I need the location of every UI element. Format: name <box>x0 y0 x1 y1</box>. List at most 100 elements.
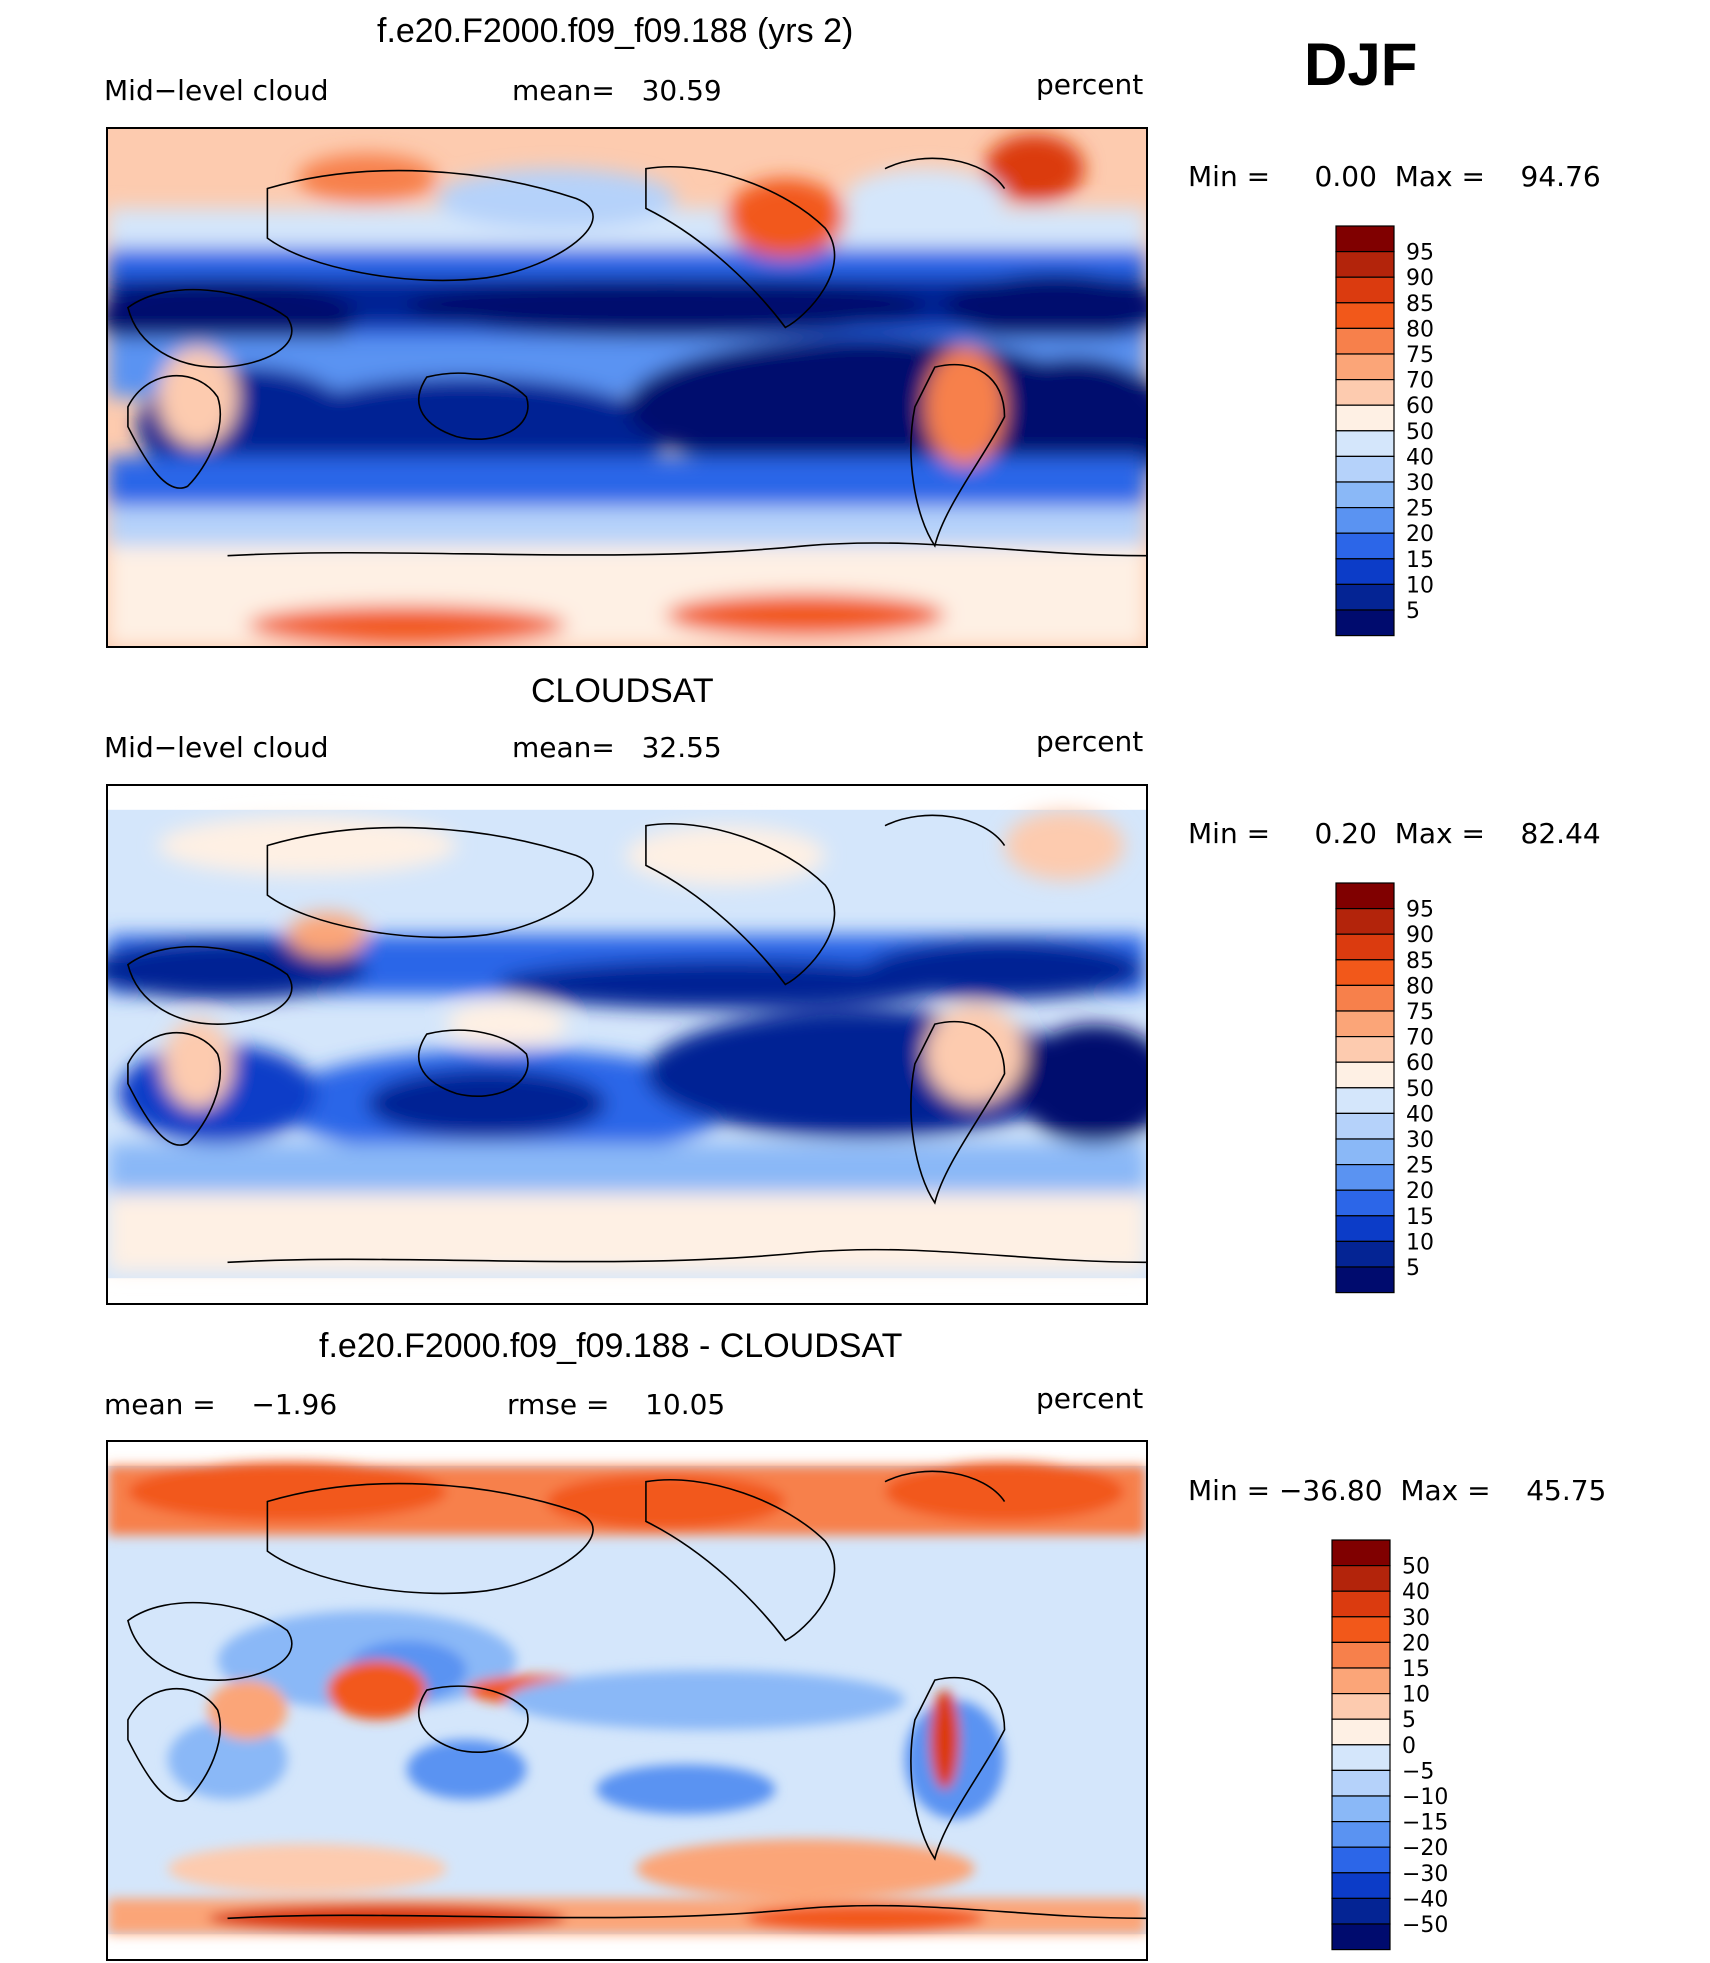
colorbar-tick-label: −15 <box>1402 1811 1448 1836</box>
colorbar-tick-label: 5 <box>1406 599 1420 624</box>
colorbar-tick-label: 95 <box>1406 241 1434 266</box>
panel-2-colorbar: 95 90 85 80 75 70 60 50 40 30 25 20 15 10 5 <box>1335 882 1456 1299</box>
colorbar-box <box>1335 251 1395 278</box>
colorbar-box <box>1331 1872 1391 1899</box>
colorbar-tick-label: 90 <box>1406 923 1434 948</box>
colorbar-tick-label: 20 <box>1402 1631 1430 1656</box>
panel-3-map <box>106 1440 1148 1961</box>
panel-2-map <box>106 784 1148 1305</box>
panel-1-colorbar: 95 90 85 80 75 70 60 50 40 30 25 20 15 10 5 <box>1335 225 1456 642</box>
colorbar-tick-label: 25 <box>1406 497 1434 522</box>
colorbar-tick-label: 10 <box>1402 1683 1430 1708</box>
colorbar-tick-label: 60 <box>1406 1051 1434 1076</box>
colorbar-box <box>1331 1821 1391 1848</box>
colorbar-tick-label: 15 <box>1406 548 1434 573</box>
colorbar-tick-label: 25 <box>1406 1154 1434 1179</box>
colorbar-box <box>1335 1240 1395 1268</box>
colorbar-tick-label: −20 <box>1402 1836 1448 1861</box>
panel-2-minmax-label: Min = 0.20 Max = 82.44 <box>1188 817 1601 850</box>
colorbar-box <box>1331 1565 1391 1592</box>
colorbar-box <box>1335 353 1395 381</box>
colorbar-box <box>1335 430 1395 458</box>
colorbar-box <box>1335 1189 1395 1217</box>
colorbar-box <box>1335 984 1395 1012</box>
colorbar-tick-label: 5 <box>1402 1708 1416 1733</box>
colorbar-box <box>1335 583 1395 611</box>
colorbar-box <box>1335 609 1395 637</box>
colorbar-box <box>1335 1087 1395 1115</box>
season-label: DJF <box>1304 31 1418 98</box>
colorbar-box <box>1331 1923 1391 1951</box>
colorbar-tick-label: 75 <box>1406 343 1434 368</box>
colorbar-tick-label: 80 <box>1406 317 1434 342</box>
panel-2-variable-label: Mid−level cloud <box>104 731 329 764</box>
panel-3-minmax-label: Min = −36.80 Max = 45.75 <box>1188 1474 1607 1507</box>
panel-1-minmax-label: Min = 0.00 Max = 94.76 <box>1188 160 1601 193</box>
colorbar-tick-label: 95 <box>1406 898 1434 923</box>
colorbar-tick-label: 40 <box>1406 1102 1434 1127</box>
colorbar-box <box>1331 1744 1391 1772</box>
colorbar-box <box>1335 404 1395 432</box>
colorbar-tick-label: 50 <box>1406 420 1434 445</box>
colorbar-tick-label: 85 <box>1406 949 1434 974</box>
panel-2-units-label: percent <box>1036 725 1144 758</box>
colorbar-box <box>1331 1693 1391 1720</box>
colorbar-box <box>1331 1667 1391 1695</box>
colorbar-tick-label: 30 <box>1406 1128 1434 1153</box>
colorbar-box <box>1331 1897 1391 1925</box>
colorbar-box <box>1335 225 1395 253</box>
panel-2-title: CLOUDSAT <box>531 672 714 710</box>
panel-3-map-field <box>108 1442 1146 1959</box>
colorbar-box <box>1335 1215 1395 1242</box>
colorbar-tick-label: 90 <box>1406 266 1434 291</box>
colorbar-box <box>1331 1718 1391 1746</box>
colorbar-box <box>1335 1036 1395 1063</box>
colorbar-box <box>1335 455 1395 483</box>
colorbar-box <box>1331 1539 1391 1567</box>
colorbar-tick-label: 30 <box>1402 1606 1430 1631</box>
colorbar-tick-label: 10 <box>1406 573 1434 598</box>
colorbar-tick-label: −30 <box>1402 1862 1448 1887</box>
colorbar-tick-label: 40 <box>1406 445 1434 470</box>
colorbar-box <box>1331 1769 1391 1797</box>
colorbar-tick-label: 5 <box>1406 1256 1420 1281</box>
colorbar-box <box>1331 1590 1391 1618</box>
colorbar-box <box>1335 1061 1395 1089</box>
colorbar-tick-label: 20 <box>1406 1179 1434 1204</box>
colorbar-tick-label: 85 <box>1406 292 1434 317</box>
panel-3-rmse-label: rmse = 10.05 <box>507 1388 726 1421</box>
colorbar-box <box>1331 1846 1391 1874</box>
colorbar-box <box>1335 558 1395 585</box>
colorbar-box <box>1335 908 1395 935</box>
colorbar-box <box>1335 507 1395 534</box>
colorbar-box <box>1331 1616 1391 1644</box>
colorbar-box <box>1335 481 1395 509</box>
colorbar-tick-label: 0 <box>1402 1734 1416 1759</box>
panel-3-colorbar: 50 40 30 20 15 10 5 0 −5 −10 −15 −20 −30 −40 −50 <box>1331 1539 1462 1956</box>
colorbar-box <box>1335 1010 1395 1038</box>
colorbar-box <box>1335 882 1395 910</box>
panel-2-coastlines <box>127 814 1146 1264</box>
panel-1-map-field <box>108 129 1146 646</box>
colorbar-tick-label: −5 <box>1402 1759 1434 1784</box>
colorbar-box <box>1335 532 1395 560</box>
colorbar-tick-label: 40 <box>1402 1580 1430 1605</box>
colorbar-box <box>1335 1138 1395 1166</box>
colorbar-box <box>1335 276 1395 304</box>
panel-2-mean-label: mean= 32.55 <box>512 731 722 764</box>
colorbar-box <box>1335 933 1395 961</box>
colorbar-tick-label: 15 <box>1402 1657 1430 1682</box>
colorbar-box <box>1335 1164 1395 1191</box>
colorbar-tick-label: −10 <box>1402 1785 1448 1810</box>
panel-3-coastlines <box>127 1470 1146 1920</box>
panel-1-map <box>106 127 1148 648</box>
colorbar-box <box>1335 1266 1395 1294</box>
colorbar-tick-label: 70 <box>1406 369 1434 394</box>
colorbar-box <box>1335 959 1395 987</box>
colorbar-tick-label: 60 <box>1406 394 1434 419</box>
panel-1-mean-label: mean= 30.59 <box>512 74 722 107</box>
panel-3-title: f.e20.F2000.f09_f09.188 - CLOUDSAT <box>319 1327 903 1365</box>
